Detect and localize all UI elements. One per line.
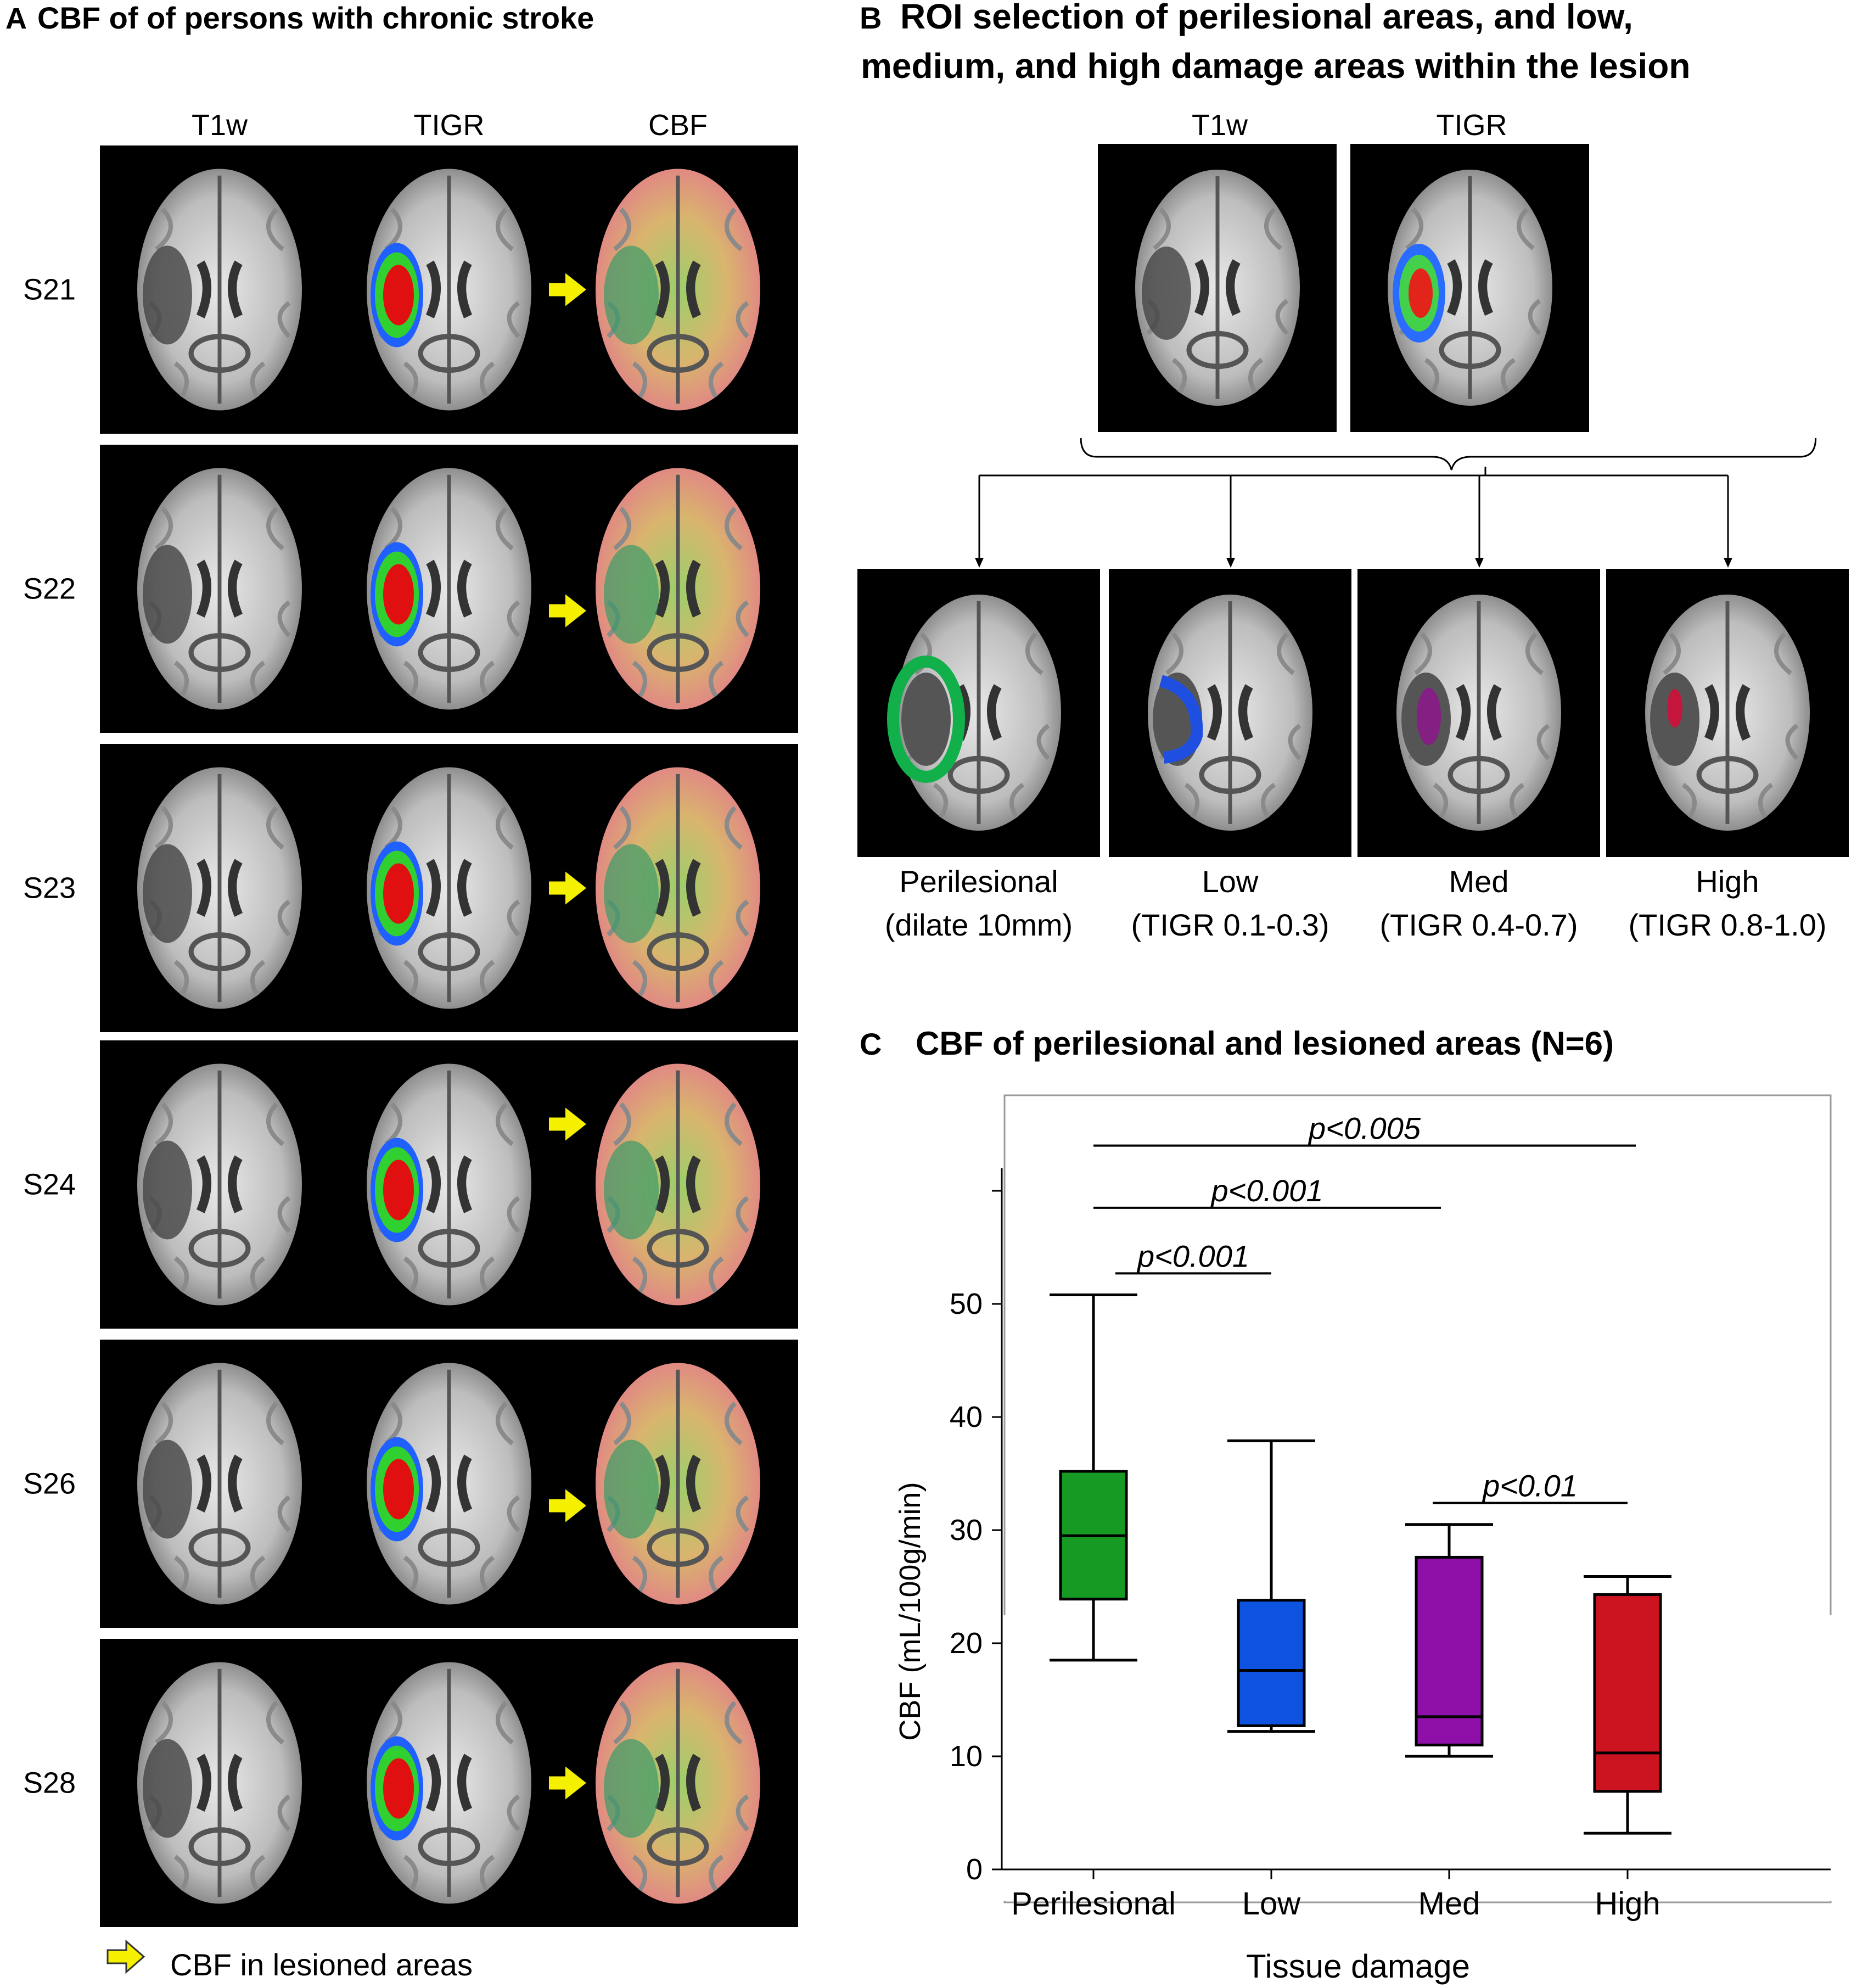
x-tick-label: Perilesional	[1011, 1886, 1176, 1922]
roi-threshold: (TIGR 0.8-1.0)	[1629, 908, 1827, 942]
subject-row: S28	[23, 1639, 798, 1927]
t1w-brain-image	[137, 1662, 302, 1904]
roi-threshold: (TIGR 0.1-0.3)	[1131, 908, 1329, 942]
panel-b-letter: B	[860, 1, 882, 35]
t1w-brain-image	[137, 468, 302, 710]
x-axis-label: Tissue damage	[1246, 1948, 1470, 1985]
subject-row: S23	[23, 744, 798, 1032]
cbf-brain-image	[596, 1063, 760, 1306]
cbf-brain-image	[596, 767, 760, 1009]
y-tick-label: 50	[950, 1287, 983, 1320]
subject-row: S22	[23, 445, 798, 733]
significance-label: p<0.001	[1136, 1239, 1249, 1273]
top-label-t1w: T1w	[1192, 109, 1248, 142]
subject-label: S22	[23, 573, 76, 606]
brain-slice	[1396, 595, 1561, 831]
panel-c: C CBF of perilesional and lesioned areas…	[860, 1025, 1833, 1985]
panel-c-title: CBF of perilesional and lesioned areas (…	[916, 1025, 1614, 1062]
yellow-arrow-icon	[549, 1489, 586, 1522]
x-tick-label: Med	[1418, 1886, 1480, 1922]
box-med	[1405, 1523, 1493, 1758]
subject-row: S24	[23, 1040, 798, 1329]
t1w-brain-image	[137, 1363, 302, 1605]
roi-high-image	[1606, 569, 1849, 857]
significance-label: p<0.001	[1210, 1173, 1323, 1208]
cbf-brain-image	[596, 169, 760, 411]
box-low	[1227, 1439, 1315, 1733]
y-axis-label: CBF (mL/100g/min)	[894, 1482, 927, 1740]
tigr-brain-image	[367, 767, 531, 1009]
subject-label: S21	[23, 273, 76, 306]
subject-row: S26	[23, 1340, 798, 1628]
subject-label: S26	[23, 1468, 76, 1500]
plot-frame	[1003, 1094, 1832, 1903]
panel-a: A CBF of of persons with chronic stroke …	[5, 1, 798, 1982]
tigr-brain-image	[367, 1063, 531, 1306]
column-header-t1w: T1w	[192, 109, 248, 142]
t1w-brain-image	[137, 767, 302, 1009]
x-tick-label: Low	[1242, 1886, 1301, 1922]
iqr-box	[1237, 1599, 1306, 1727]
yellow-arrow-icon	[549, 1766, 586, 1800]
yellow-arrow-icon	[549, 871, 586, 905]
roi-perilesional-image	[857, 569, 1100, 857]
y-tick-label: 40	[950, 1401, 983, 1433]
roi-tigr-image	[1350, 144, 1589, 432]
yellow-arrow-legend-icon	[106, 1939, 145, 1974]
subject-label: S24	[23, 1168, 76, 1201]
box-high	[1584, 1575, 1671, 1835]
column-header-tigr: TIGR	[414, 109, 485, 142]
y-tick-label: 20	[950, 1627, 983, 1660]
iqr-box	[1593, 1593, 1662, 1793]
x-tick-label: High	[1595, 1886, 1660, 1922]
tigr-brain-image	[367, 169, 531, 411]
column-header-cbf: CBF	[648, 109, 708, 142]
legend-cbf-lesioned: CBF in lesioned areas	[170, 1947, 473, 1982]
panel-b: B ROI selection of perilesional areas, a…	[857, 0, 1849, 942]
y-tick-label: 0	[966, 1853, 983, 1886]
roi-med-image	[1357, 569, 1600, 857]
roi-tree-connector	[978, 438, 1817, 560]
roi-low-image	[1109, 569, 1351, 857]
panel-a-title: CBF of of persons with chronic stroke	[37, 1, 594, 35]
cbf-brain-image	[596, 468, 760, 710]
iqr-box	[1415, 1555, 1484, 1746]
yellow-arrow-icon	[549, 594, 586, 628]
brain-slice	[1388, 170, 1552, 406]
panel-c-letter: C	[860, 1027, 882, 1061]
brain-slice	[1148, 595, 1312, 831]
tigr-brain-image	[367, 1363, 531, 1605]
subject-row: S21	[23, 145, 798, 434]
panel-b-title-line2: medium, and high damage areas within the…	[861, 46, 1690, 86]
subject-label: S23	[23, 872, 76, 905]
roi-name: Med	[1449, 864, 1509, 899]
t1w-brain-image	[137, 1063, 302, 1306]
y-tick-label: 30	[950, 1514, 983, 1547]
significance-label: p<0.01	[1482, 1469, 1578, 1503]
top-label-tigr: TIGR	[1437, 109, 1507, 142]
roi-name: High	[1696, 864, 1759, 899]
t1w-brain-image	[137, 169, 302, 411]
panel-a-letter: A	[5, 2, 27, 35]
cbf-brain-image	[596, 1662, 760, 1904]
roi-name: Perilesional	[899, 864, 1058, 899]
brain-slice	[1645, 595, 1810, 831]
yellow-arrow-icon	[549, 1107, 586, 1141]
panel-b-title-line1: ROI selection of perilesional areas, and…	[900, 0, 1633, 36]
y-tick-label: 10	[950, 1740, 983, 1773]
roi-threshold: (dilate 10mm)	[885, 908, 1073, 942]
box-perilesional	[1050, 1293, 1137, 1662]
roi-threshold: (TIGR 0.4-0.7)	[1380, 908, 1578, 942]
roi-name: Low	[1202, 864, 1259, 899]
significance-label: p<0.005	[1308, 1111, 1421, 1146]
cbf-brain-image	[596, 1363, 760, 1605]
roi-t1w-image	[1098, 144, 1337, 432]
tigr-brain-image	[367, 468, 531, 710]
brain-slice	[1135, 170, 1300, 406]
subject-label: S28	[23, 1767, 76, 1800]
tigr-brain-image	[367, 1662, 531, 1904]
yellow-arrow-icon	[549, 273, 586, 306]
